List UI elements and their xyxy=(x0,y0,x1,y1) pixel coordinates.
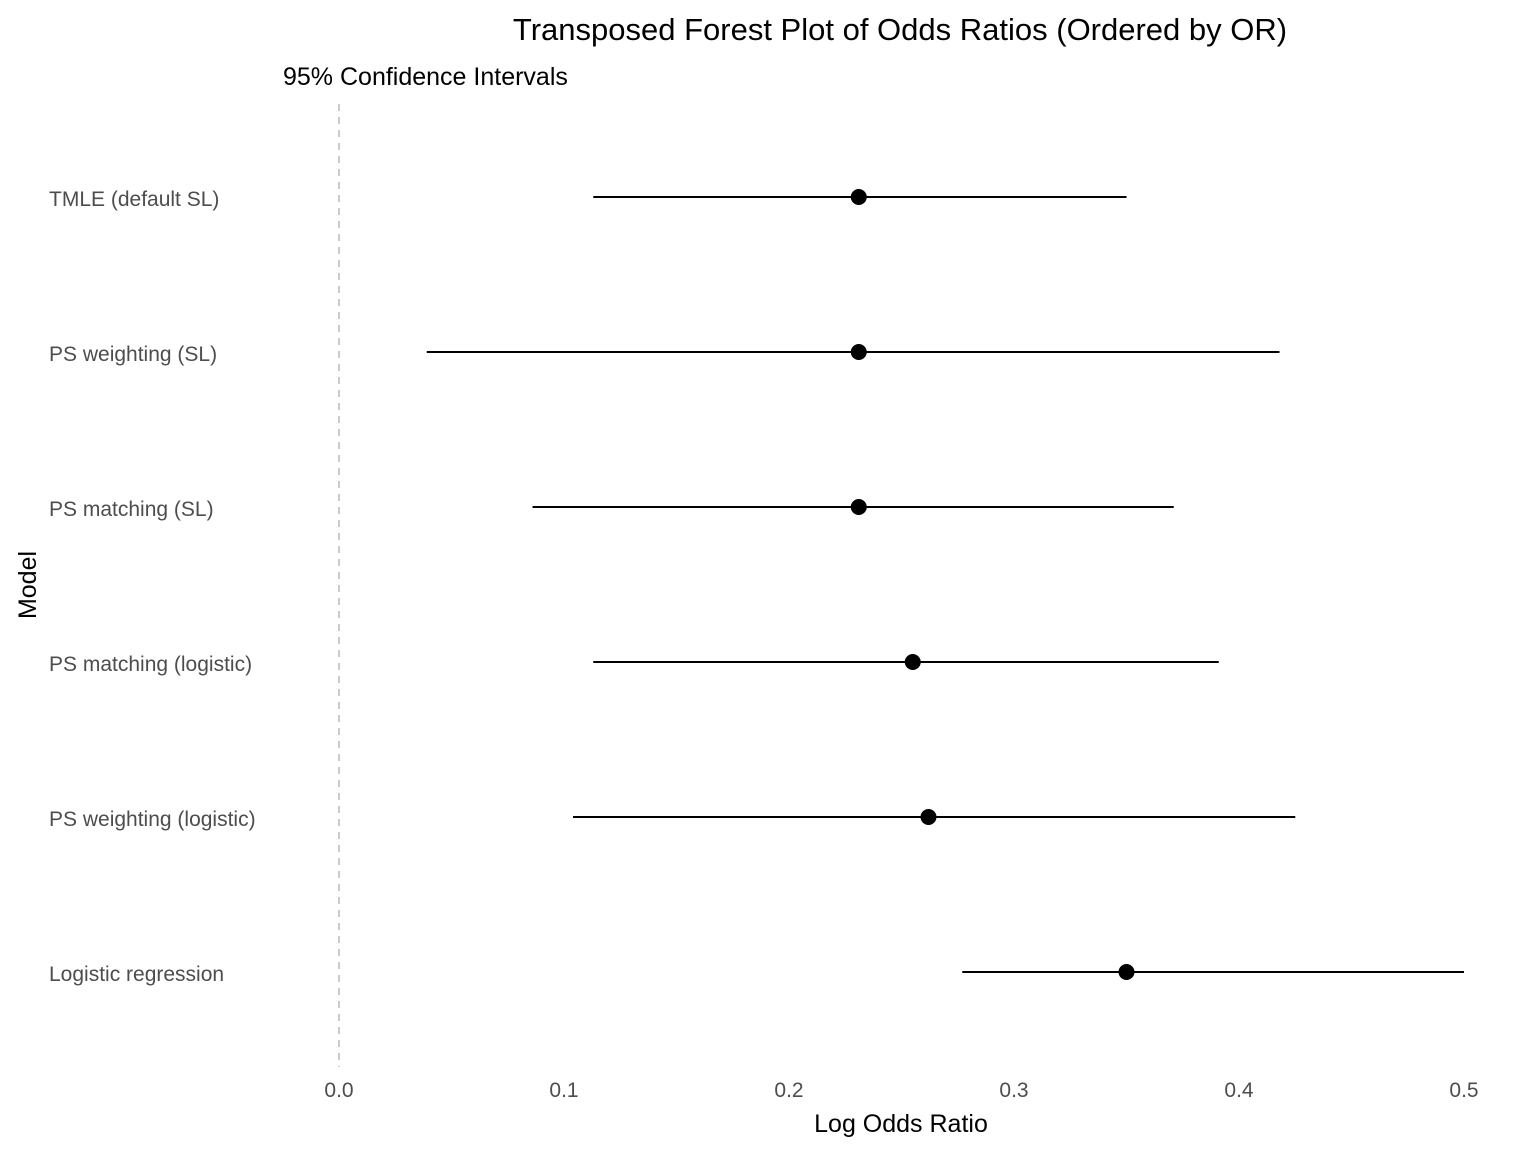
y-tick-label: Logistic regression xyxy=(49,963,224,986)
chart-title: Transposed Forest Plot of Odds Ratios (O… xyxy=(513,12,1287,47)
estimate-point xyxy=(1118,964,1135,980)
estimate-point xyxy=(850,344,867,360)
y-tick-label: PS matching (logistic) xyxy=(49,653,252,676)
plot-marks: TMLE (default SL) PS weighting (SL) PS mat… xyxy=(49,188,1464,986)
y-tick-label: PS weighting (SL) xyxy=(49,343,217,366)
estimate-point xyxy=(904,654,921,670)
y-tick-label: PS matching (SL) xyxy=(49,498,214,521)
y-tick-label: TMLE (default SL) xyxy=(49,188,219,211)
x-tick-label: 0.3 xyxy=(999,1079,1028,1102)
x-tick-label: 0.1 xyxy=(549,1079,578,1102)
chart-subtitle: 95% Confidence Intervals xyxy=(283,63,568,91)
x-tick-label: 0.2 xyxy=(774,1079,803,1102)
x-tick-label: 0.4 xyxy=(1224,1079,1254,1102)
x-tick-label: 0.0 xyxy=(324,1079,353,1102)
estimate-point xyxy=(920,809,937,825)
x-axis: 0.0 0.1 0.2 0.3 0.4 0.5 xyxy=(324,1079,1478,1102)
x-tick-label: 0.5 xyxy=(1449,1079,1478,1102)
y-tick-label: PS weighting (logistic) xyxy=(49,808,256,831)
x-axis-label: Log Odds Ratio xyxy=(814,1110,988,1138)
y-axis-label: Model xyxy=(14,551,42,619)
estimate-point xyxy=(850,499,867,515)
estimate-point xyxy=(850,189,867,205)
